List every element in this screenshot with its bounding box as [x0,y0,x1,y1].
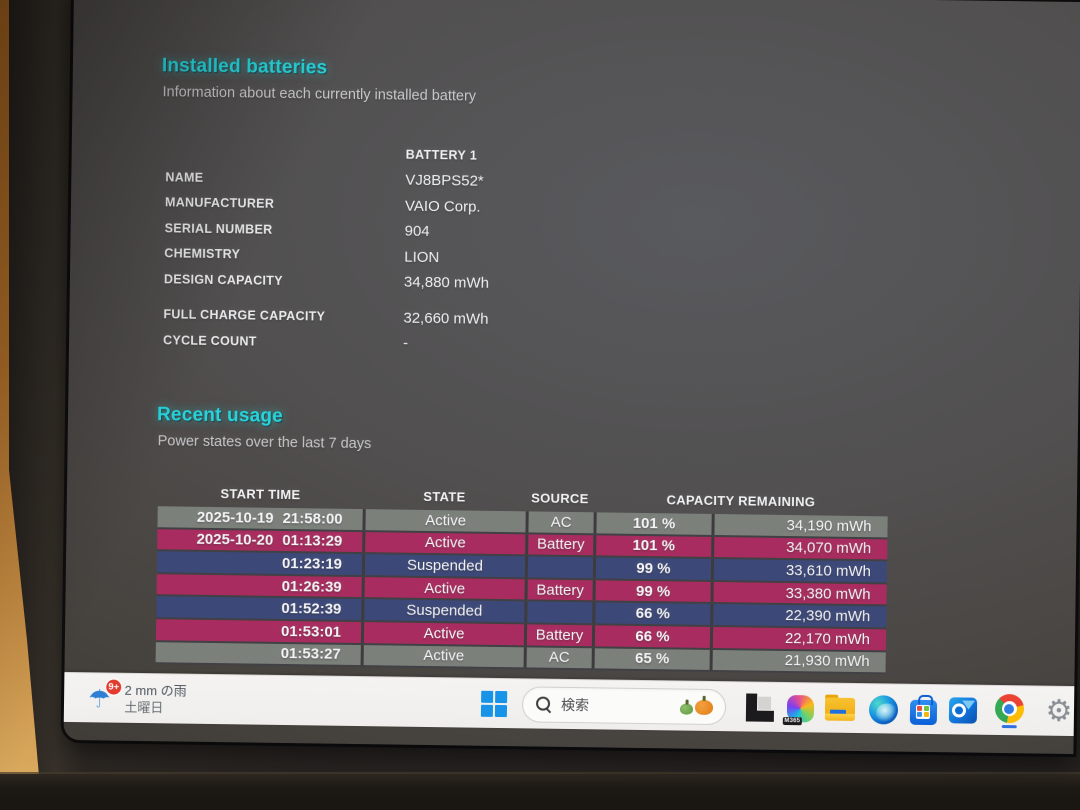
field-label: NAME [165,170,204,185]
percent-cell: 99 % [592,580,711,603]
weather-line2: 土曜日 [124,699,164,716]
field-label: CYCLE COUNT [162,333,257,349]
field-label: DESIGN CAPACITY [163,272,283,288]
start-time-cell: 01:53:01 [280,622,342,641]
start-time-cell: 01:23:19 [281,554,343,573]
microsoft-365-copilot-button[interactable]: M365 [782,683,818,733]
usage-table: START TIME STATE SOURCE CAPACITY REMAINI… [155,479,889,675]
chrome-active-indicator [1001,725,1017,729]
source-cell: Battery [523,624,593,646]
field-label: SERIAL NUMBER [164,221,273,237]
windows-taskbar: ☂ 9+ 2 mm の雨 土曜日 検索 M36 [63,671,1077,737]
seasonal-pumpkins-icon [679,699,714,715]
header-start-time: START TIME [220,486,301,503]
edge-icon [868,694,898,725]
mwh-cell: 22,170 mWh [709,626,887,650]
percent-cell: 66 % [592,602,711,625]
search-icon [536,697,552,713]
weather-widget[interactable]: ☂ 9+ 2 mm の雨 土曜日 [88,678,187,716]
header-source: SOURCE [531,490,589,507]
percent-cell: 101 % [593,512,712,535]
field-label: FULL CHARGE CAPACITY [163,307,326,324]
start-time-cell: 01:26:39 [281,577,342,596]
installed-batteries-title: Installed batteries [161,55,328,79]
mwh-cell: 22,390 mWh [710,604,887,628]
field-value: LION [404,248,440,266]
laptop-screen: Installed batteries Information about ea… [63,0,1080,755]
state-cell: Suspended [361,554,526,578]
field-value: 904 [404,222,430,241]
source-cell: Battery [525,533,594,556]
laptop-base [0,774,1080,810]
field-label: MANUFACTURER [164,195,275,212]
mwh-cell: 21,930 mWh [709,649,886,673]
percent-cell: 66 % [591,625,711,648]
chrome-button[interactable] [992,686,1027,736]
percent-cell: 101 % [593,534,712,558]
chrome-icon [994,693,1024,724]
field-value: 32,660 mWh [403,309,489,328]
state-cell: Active [361,576,525,600]
weather-line1: 2 mm の雨 [124,682,187,699]
state-cell: Suspended [361,599,525,623]
l-app-button[interactable] [743,682,778,732]
recent-usage-title: Recent usage [156,404,284,427]
windows-logo-icon [480,690,508,718]
source-cell [524,556,594,579]
percent-cell: 65 % [591,647,710,671]
mwh-cell: 34,070 mWh [711,536,888,560]
header-capacity-remaining: CAPACITY REMAINING [666,492,816,510]
settings-button[interactable]: ⚙ [1042,687,1077,737]
outlook-icon [948,697,978,724]
percent-cell: 99 % [592,557,712,580]
battery-info-table: BATTERY 1 NAME VJ8BPS52* MANUFACTURER VA… [163,138,666,359]
notification-badge: 9+ [105,678,123,696]
start-time-cell: 01:52:39 [281,600,342,618]
mwh-cell: 33,380 mWh [710,581,887,605]
start-time-cell: 2025-10-20 01:13:29 [196,531,343,551]
state-cell: Active [360,622,525,645]
field-value: VJ8BPS52* [405,171,484,190]
start-button[interactable] [477,679,512,729]
source-cell [524,601,593,624]
file-explorer-icon [824,694,856,721]
start-time-cell: 01:53:27 [280,645,341,664]
field-value: 34,880 mWh [403,273,490,293]
recent-usage-subtitle: Power states over the last 7 days [157,433,372,453]
mwh-cell: 34,190 mWh [711,513,888,538]
state-cell: Active [362,531,526,555]
field-value: - [402,334,409,352]
desk-wood-edge [0,0,42,810]
field-value: VAIO Corp. [404,197,481,216]
microsoft-store-button[interactable] [906,685,941,735]
source-cell: AC [525,511,594,533]
microsoft-store-icon [909,699,937,725]
file-explorer-button[interactable] [823,684,858,734]
laptop-base-seam [0,772,1080,775]
search-placeholder: 検索 [560,696,590,714]
source-cell: Battery [524,579,593,601]
field-label: CHEMISTRY [164,246,241,262]
start-time-cell: 2025-10-19 21:58:00 [196,508,343,528]
battery-column-header: BATTERY 1 [405,147,478,163]
header-state: STATE [423,488,466,505]
source-cell: AC [523,646,592,669]
state-cell: Active [360,644,524,668]
installed-batteries-subtitle: Information about each currently install… [162,84,477,105]
state-cell: Active [362,509,526,532]
microsoft-365-copilot-icon: M365 [782,694,814,725]
l-app-icon [745,693,774,722]
edge-button[interactable] [866,684,901,734]
outlook-button[interactable] [946,685,981,735]
gear-icon: ⚙ [1045,693,1073,730]
mwh-cell: 33,610 mWh [710,559,888,583]
search-input[interactable]: 検索 [521,686,727,726]
